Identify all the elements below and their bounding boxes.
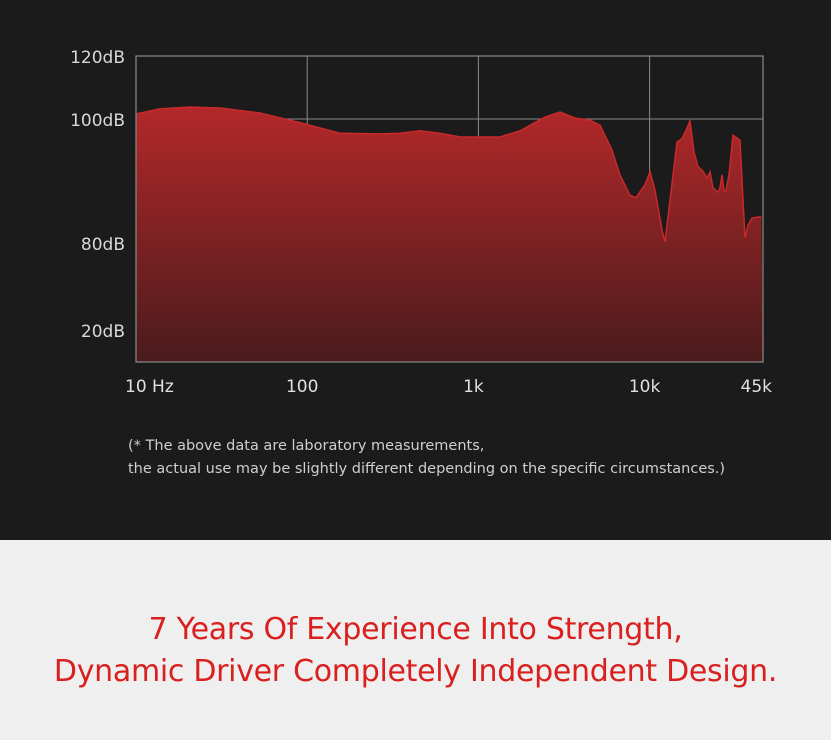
y-tick-label: 80dB bbox=[81, 235, 125, 255]
headline-line-2: Dynamic Driver Completely Independent De… bbox=[53, 654, 778, 689]
plot-frame bbox=[135, 55, 764, 363]
note-line-2: the actual use may be slightly different… bbox=[128, 461, 726, 477]
disclaimer-note: (* The above data are laboratory measure… bbox=[128, 435, 725, 481]
headline-line-1: 7 Years Of Experience Into Strength, bbox=[148, 612, 683, 647]
response-area bbox=[136, 107, 763, 362]
y-tick-label: 120dB bbox=[70, 48, 125, 68]
frequency-response-chart: 10 Hz 100 1k 10k 45k 120dB 100dB 80dB 20dB bbox=[70, 48, 773, 397]
note-line-1: (* The above data are laboratory measure… bbox=[128, 438, 485, 454]
x-tick-label: 10k bbox=[629, 377, 661, 397]
response-line bbox=[135, 106, 762, 242]
x-tick-label: 100 bbox=[286, 377, 318, 397]
y-tick-label: 100dB bbox=[70, 111, 125, 131]
x-tick-label: 10 Hz bbox=[125, 377, 174, 397]
x-tick-label: 45k bbox=[741, 377, 773, 397]
headline-section bbox=[0, 540, 831, 740]
y-tick-label: 20dB bbox=[81, 322, 125, 342]
x-tick-label: 1k bbox=[463, 377, 484, 397]
